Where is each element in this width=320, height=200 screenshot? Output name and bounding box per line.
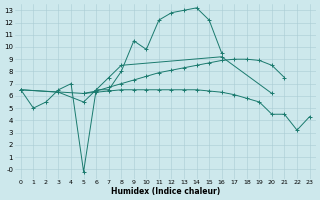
X-axis label: Humidex (Indice chaleur): Humidex (Indice chaleur) xyxy=(111,187,220,196)
